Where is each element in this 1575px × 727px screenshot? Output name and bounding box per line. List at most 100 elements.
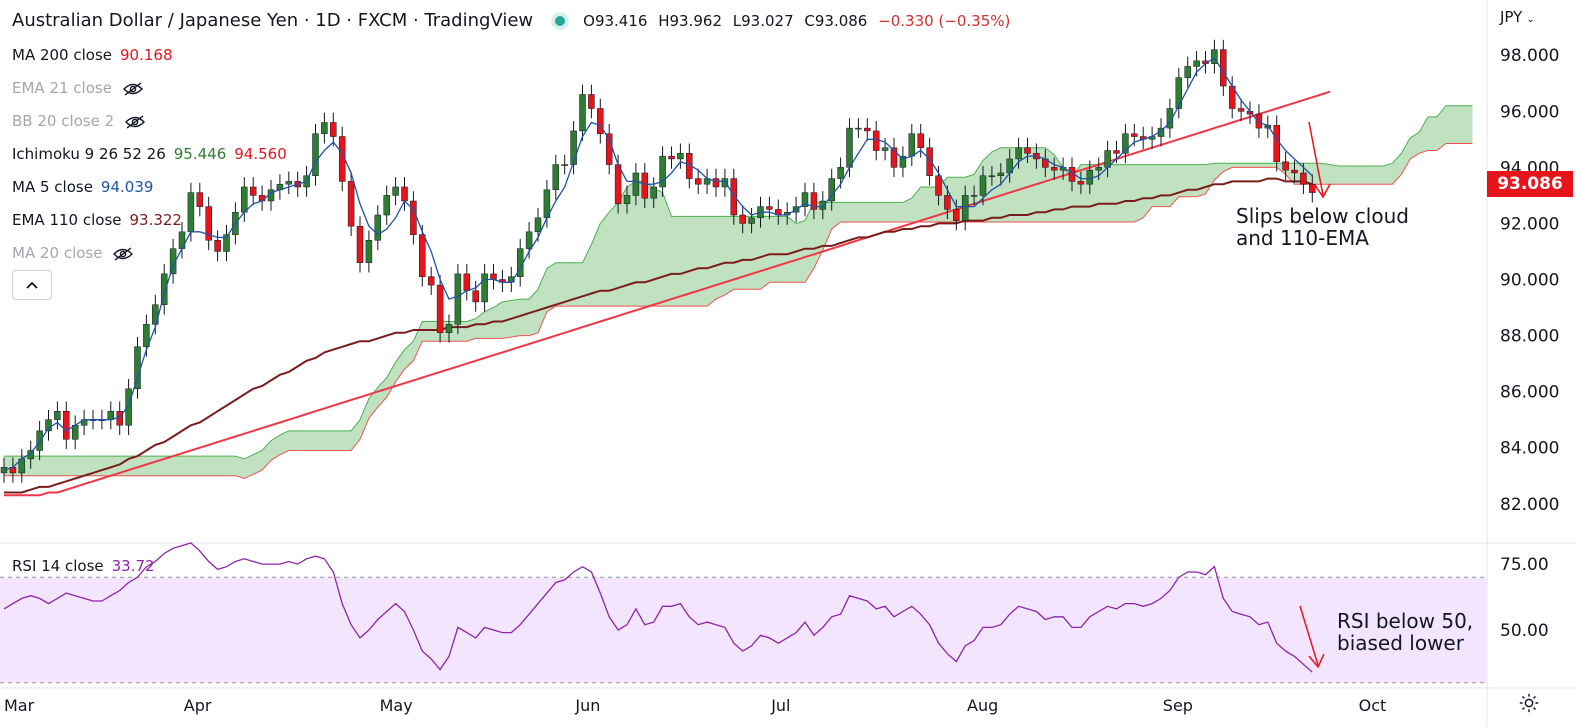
candle-body	[330, 122, 337, 137]
currency-label: JPY	[1500, 8, 1523, 26]
legend-ema110-label: EMA 110 close	[12, 211, 122, 229]
candle-body	[1131, 133, 1138, 137]
candle-body	[935, 175, 942, 196]
candle-body	[321, 122, 328, 134]
time-tick-label: May	[380, 696, 413, 715]
legend-ema110[interactable]: EMA 110 close 93.322	[12, 211, 182, 229]
collapse-legend-button[interactable]	[12, 270, 52, 300]
price-tick-label: 86.000	[1500, 383, 1559, 403]
annotation-arrow-head	[1314, 183, 1331, 199]
candle-body	[223, 234, 230, 252]
price-tick-label: 96.000	[1500, 102, 1559, 122]
price-tick-label: 92.000	[1500, 214, 1559, 234]
ohlc-change: −0.330 (−0.35%)	[878, 11, 1011, 30]
candle-body	[1211, 49, 1218, 64]
candle-body	[312, 133, 319, 177]
candle-body	[63, 410, 70, 440]
hidden-eye-icon[interactable]	[124, 114, 146, 129]
time-tick-label: Apr	[184, 696, 212, 715]
candle-body	[677, 153, 684, 160]
candle-body	[979, 175, 987, 196]
candle-body	[579, 94, 586, 132]
legend-bb20[interactable]: BB 20 close 2	[12, 112, 146, 130]
legend-ma5-value: 94.039	[100, 178, 154, 196]
candle-body	[1050, 167, 1058, 171]
candle-body	[187, 192, 195, 233]
candle-body	[739, 214, 746, 224]
candle-body	[917, 133, 924, 148]
candle-body	[855, 127, 862, 130]
candle-body	[427, 276, 435, 286]
candle-body	[588, 94, 595, 109]
annotation-arrow	[1299, 605, 1319, 666]
annotation-cloud-break: Slips below cloud and 110-EMA	[1236, 204, 1409, 250]
candle-body	[1086, 169, 1094, 185]
rsi-tick-label: 75.00	[1500, 555, 1549, 575]
candle-body	[169, 248, 177, 275]
candle-body	[356, 225, 364, 263]
hidden-eye-icon[interactable]	[122, 81, 144, 96]
candle-body	[45, 419, 52, 432]
candle-body	[1193, 60, 1200, 67]
candle-body	[641, 172, 649, 199]
candle-body	[347, 181, 355, 227]
candle-body	[1291, 169, 1298, 174]
candle-body	[481, 273, 488, 303]
candle-body	[961, 195, 969, 221]
ohlc-open: O93.416	[583, 11, 648, 30]
hidden-eye-icon[interactable]	[112, 246, 134, 261]
candle-body	[445, 324, 453, 334]
legend-ma200-value: 90.168	[120, 46, 173, 64]
candle-body	[392, 186, 399, 196]
legend-ema21[interactable]: EMA 21 close	[12, 79, 144, 97]
candle-body	[1300, 172, 1307, 185]
candle-body	[819, 200, 827, 210]
candle-body	[525, 231, 533, 249]
candle-body	[988, 175, 996, 178]
candle-body	[766, 206, 773, 210]
symbol-title[interactable]: Australian Dollar / Japanese Yen · 1D · …	[12, 10, 534, 31]
legend-bb20-label: BB 20 close 2	[12, 112, 115, 130]
candle-body	[632, 172, 640, 196]
price-tick-label: 90.000	[1500, 270, 1559, 290]
legend-ma20[interactable]: MA 20 close	[12, 244, 134, 262]
candle-body	[668, 155, 675, 160]
currency-selector[interactable]: JPY ⌄	[1500, 8, 1535, 26]
legend-ichimoku[interactable]: Ichimoku 9 26 52 26 95.446 94.560	[12, 145, 287, 163]
candle-body	[1309, 183, 1316, 193]
legend-rsi[interactable]: RSI 14 close 33.72	[12, 557, 155, 575]
candle-body	[125, 388, 132, 426]
legend-rsi-label: RSI 14 close	[12, 557, 104, 575]
candle-body	[196, 192, 204, 207]
candle-body	[970, 195, 978, 197]
ohlc-close: C93.086	[804, 11, 868, 30]
legend-ma5[interactable]: MA 5 close 94.039	[12, 178, 153, 196]
candle-body	[214, 239, 221, 252]
candle-body	[419, 234, 426, 277]
time-tick-label: Mar	[4, 696, 35, 715]
candle-body	[249, 186, 257, 196]
chevron-up-icon	[26, 281, 38, 289]
candle-body	[205, 206, 212, 241]
candle-body	[1175, 77, 1183, 109]
candle-body	[597, 108, 604, 134]
candle-body	[908, 133, 916, 157]
legend-ichimoku-label: Ichimoku 9 26 52 26	[12, 145, 166, 163]
candle-body	[810, 192, 818, 210]
candle-body	[1113, 150, 1120, 154]
ohlc-low: L93.027	[732, 11, 794, 30]
candle-body	[899, 155, 907, 168]
candle-body	[36, 430, 43, 451]
candle-body	[846, 127, 853, 168]
annotation-arrow-head	[1308, 653, 1325, 669]
legend-ma20-label: MA 20 close	[12, 244, 103, 262]
rsi-band	[0, 577, 1487, 683]
rsi-line	[3, 542, 1313, 673]
candle-body	[1015, 147, 1022, 160]
ohlc-readout: O93.416 H93.962 L93.027 C93.086 −0.330 (…	[583, 12, 1010, 30]
legend-ma200[interactable]: MA 200 close 90.168	[12, 46, 173, 64]
legend-ma200-label: MA 200 close	[12, 46, 113, 64]
gear-icon[interactable]	[1518, 692, 1540, 714]
candle-body	[552, 164, 560, 191]
